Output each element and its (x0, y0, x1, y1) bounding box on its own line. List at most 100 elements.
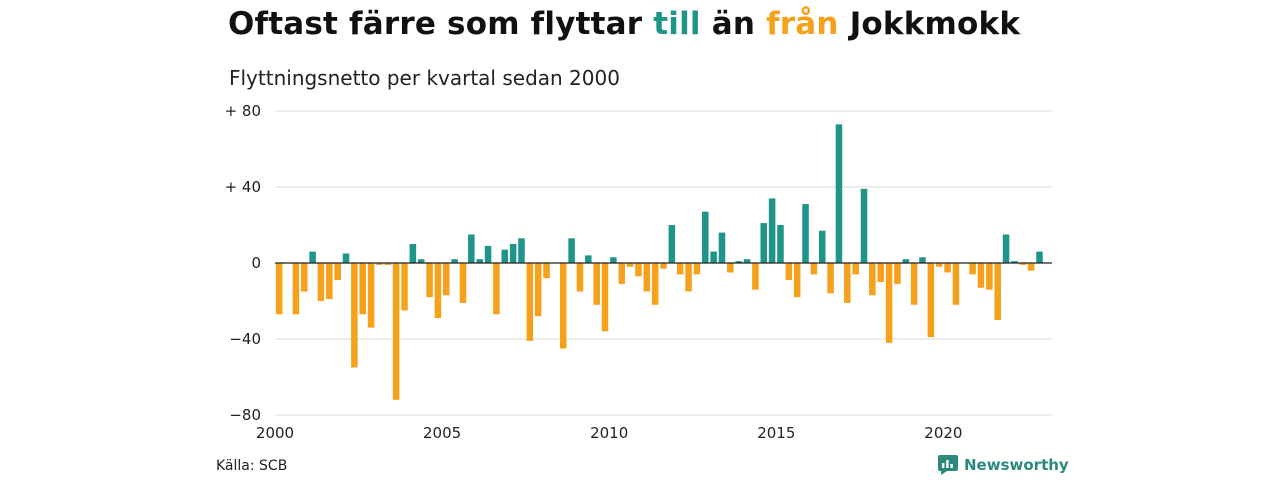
chart-subtitle: Flyttningsnetto per kvartal sedan 2000 (229, 66, 620, 90)
title-word-till: till (653, 6, 701, 42)
bar (593, 263, 600, 305)
bar (919, 257, 926, 263)
bar (852, 263, 859, 275)
bar (351, 263, 358, 368)
bar (685, 263, 692, 292)
bar (877, 263, 884, 282)
bar (635, 263, 642, 277)
bar (317, 263, 325, 301)
bar (300, 263, 308, 292)
x-axis-labels: 2000 2005 2010 2015 2020 (256, 424, 963, 442)
y-tick-label: + 40 (225, 178, 261, 196)
bar (434, 263, 442, 319)
bar (910, 263, 918, 305)
bar (752, 263, 759, 290)
bar (568, 238, 575, 263)
y-tick-label: −40 (229, 330, 261, 348)
grid-lines (275, 110, 1052, 416)
bar (585, 255, 592, 263)
bar (543, 263, 550, 279)
bar (443, 263, 450, 296)
bar (626, 263, 634, 267)
x-tick-label: 2000 (256, 424, 294, 442)
bars (275, 124, 1043, 400)
newsworthy-logo: Newsworthy (938, 455, 1069, 475)
bar (1036, 251, 1043, 263)
bar (927, 263, 935, 338)
bar (367, 263, 375, 328)
bar (718, 232, 726, 263)
bar (944, 263, 951, 273)
bar (693, 263, 701, 275)
bar (401, 263, 408, 311)
bar (342, 253, 350, 263)
bar (802, 204, 809, 263)
title-part-3: Jokkmokk (838, 6, 1021, 42)
bar (643, 263, 651, 292)
bar (459, 263, 467, 303)
bar (810, 263, 818, 275)
bar (727, 263, 734, 273)
bar (827, 263, 834, 294)
bar (484, 245, 492, 263)
bar (835, 124, 843, 263)
bar (509, 244, 517, 263)
bar (869, 263, 876, 296)
bar (844, 263, 851, 303)
bar (326, 263, 333, 300)
bar (935, 263, 943, 267)
bar (409, 244, 417, 263)
bar (793, 263, 801, 298)
newsworthy-logo-icon (938, 455, 958, 475)
bar (651, 263, 659, 305)
bar (1011, 261, 1018, 263)
bar (676, 263, 684, 275)
bar (476, 259, 483, 263)
bar (743, 259, 751, 263)
bar (768, 198, 776, 263)
bar (309, 251, 316, 263)
bar (1027, 263, 1035, 271)
source-note: Källa: SCB (216, 458, 288, 474)
bar (417, 259, 425, 263)
bar (660, 263, 667, 269)
bar (977, 263, 985, 288)
y-axis-labels: + 80 + 40 0 −40 −80 (225, 102, 261, 424)
bar (275, 263, 283, 315)
x-tick-label: 2010 (590, 424, 628, 442)
bar (668, 225, 676, 263)
bar (952, 263, 960, 305)
bar (376, 263, 383, 265)
title-part-2: än (700, 6, 767, 42)
bar (1002, 234, 1010, 263)
bar (334, 263, 341, 281)
bar (392, 263, 400, 400)
bar (969, 263, 976, 275)
bar (384, 263, 392, 265)
y-tick-label: 0 (251, 254, 261, 272)
title-part-1: Oftast färre som flyttar (228, 6, 654, 42)
bar (610, 257, 617, 263)
bar (885, 263, 893, 343)
bar (735, 261, 742, 263)
bar (777, 225, 784, 263)
x-tick-label: 2005 (423, 424, 461, 442)
bar (292, 263, 300, 315)
title-word-fran: från (766, 6, 839, 42)
bar (501, 249, 509, 263)
x-tick-label: 2020 (924, 424, 962, 442)
bar (468, 234, 475, 263)
bar (359, 263, 366, 315)
bar (451, 259, 458, 263)
bar (860, 188, 868, 263)
bar (994, 263, 1001, 320)
bar (601, 263, 609, 332)
bar (902, 259, 910, 263)
chart-title: Oftast färre som flyttar till än från Jo… (228, 6, 1020, 42)
bar (760, 223, 768, 263)
bar (1019, 263, 1027, 265)
bar (559, 263, 567, 349)
y-tick-label: −80 (229, 406, 261, 424)
bar (702, 211, 709, 263)
